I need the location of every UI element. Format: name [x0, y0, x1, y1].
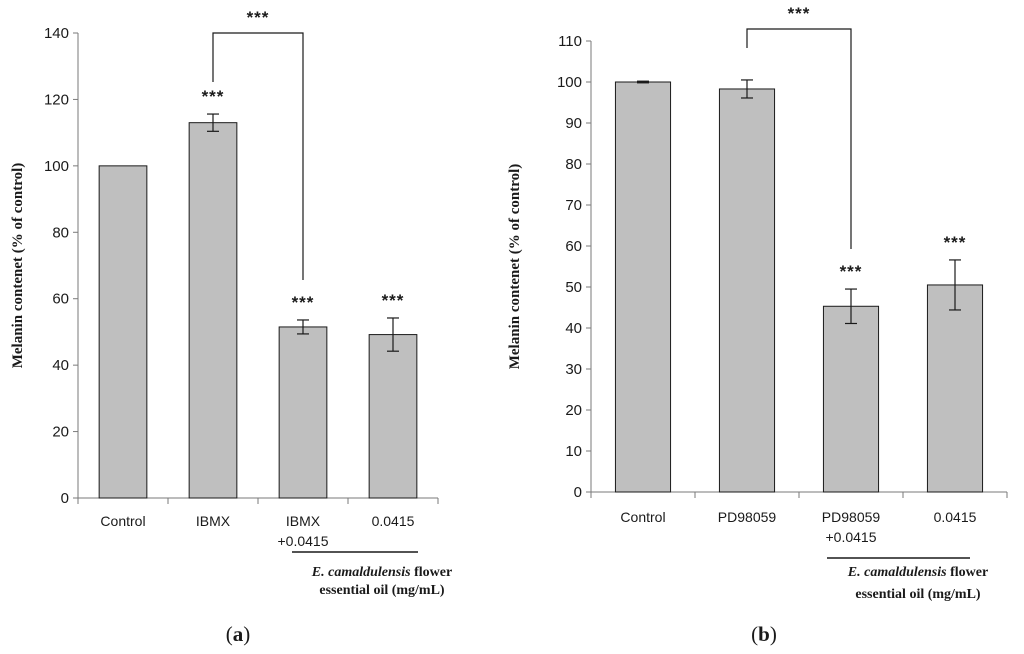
y-tick-label: 100	[557, 74, 582, 91]
y-axis-label: Melanin contenet (% of control)	[507, 164, 523, 370]
y-tick-label: 80	[565, 156, 582, 173]
y-tick-label: 60	[565, 238, 582, 255]
x-tick-label-line2: +0.0415	[826, 529, 877, 545]
bar	[98, 165, 148, 499]
x-tick-label: PD98059	[718, 509, 777, 525]
y-tick-label: 40	[565, 320, 582, 337]
comparison-label: ***	[788, 4, 811, 23]
bar	[368, 334, 418, 499]
panel-label-close: )	[770, 622, 777, 646]
group-label: E. camaldulensis flower	[847, 565, 988, 580]
significance-label: ***	[840, 262, 863, 281]
y-tick-label: 140	[44, 25, 69, 42]
significance-label: ***	[382, 291, 405, 310]
group-label-species: E. camaldulensis	[847, 565, 947, 580]
comparison-label: ***	[247, 8, 270, 27]
y-tick-label: 20	[565, 402, 582, 419]
y-tick-label: 100	[44, 158, 69, 175]
y-axis-label: Melanin contenet (% of control)	[10, 163, 26, 369]
x-tick-label: PD98059	[822, 509, 881, 525]
group-label-rest: flower	[411, 565, 453, 580]
y-tick-label: 120	[44, 91, 69, 108]
y-tick-label: 0	[61, 490, 69, 507]
panel-label: (b)	[751, 622, 777, 646]
comparison-bracket	[746, 28, 852, 250]
chart-panel-b: 0 10 20 30 40 50 60 70 80 90 100 110 Control PD98059 *…	[507, 4, 1008, 646]
y-tick-label: 90	[565, 115, 582, 132]
panel-label: (a)	[226, 622, 251, 646]
y-tick-label: 70	[565, 197, 582, 214]
group-label-line2: essential oil (mg/mL)	[855, 587, 981, 602]
y-tick-label: 20	[52, 424, 69, 441]
y-tick-label: 30	[565, 361, 582, 378]
y-tick-label: 0	[574, 484, 582, 501]
group-label-rest: flower	[947, 565, 989, 580]
group-label-species: E. camaldulensis	[311, 565, 411, 580]
bar	[188, 122, 238, 499]
y-tick-label: 10	[565, 443, 582, 460]
x-tick-label: IBMX	[196, 513, 231, 529]
significance-label: ***	[292, 293, 315, 312]
bar	[614, 81, 672, 493]
x-tick-label: 0.0415	[934, 509, 977, 525]
panel-label-letter: a	[233, 622, 244, 646]
x-tick-label: 0.0415	[372, 513, 415, 529]
y-tick-label: 50	[565, 279, 582, 296]
panel-label-close: )	[243, 622, 250, 646]
bar	[278, 326, 328, 499]
comparison-bracket	[212, 32, 304, 280]
x-tick-label: Control	[620, 509, 665, 525]
group-label-line2: essential oil (mg/mL)	[319, 583, 445, 598]
panel-label-open: (	[751, 622, 758, 646]
bar	[718, 88, 776, 493]
y-tick-label: 40	[52, 357, 69, 374]
panel-label-open: (	[226, 622, 233, 646]
significance-label: ***	[202, 87, 225, 106]
chart-panel-a: 0 20 40 60 80 100 120 140 Control *** IBMX *** IBMX +…	[10, 8, 452, 646]
y-tick-label: 60	[52, 291, 69, 308]
panel-label-letter: b	[758, 622, 770, 646]
x-tick-label: IBMX	[286, 513, 321, 529]
bar	[822, 305, 880, 493]
significance-label: ***	[944, 233, 967, 252]
y-tick-label: 80	[52, 224, 69, 241]
group-label: E. camaldulensis flower	[311, 565, 452, 580]
y-tick-label: 110	[558, 33, 582, 50]
x-tick-label: Control	[100, 513, 145, 529]
x-tick-label-line2: +0.0415	[278, 533, 329, 549]
bar	[926, 284, 984, 493]
